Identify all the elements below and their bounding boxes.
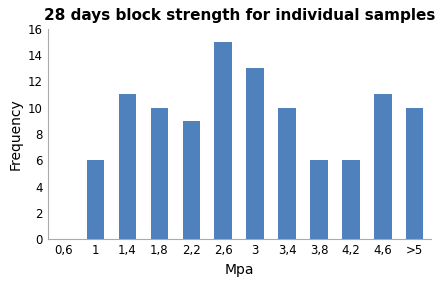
Bar (87, 160, 104, 239)
Bar (405, 108, 423, 239)
Bar (278, 108, 295, 239)
Bar (310, 160, 327, 239)
Bar (182, 121, 200, 239)
Bar (150, 108, 168, 239)
Bar (341, 160, 359, 239)
Bar (373, 94, 391, 239)
Title: 28 days block strength for individual samples: 28 days block strength for individual sa… (43, 8, 434, 23)
Y-axis label: Frequency: Frequency (8, 98, 22, 170)
Bar (118, 94, 136, 239)
X-axis label: Mpa: Mpa (224, 263, 253, 277)
Bar (246, 68, 263, 239)
Bar (214, 42, 232, 239)
